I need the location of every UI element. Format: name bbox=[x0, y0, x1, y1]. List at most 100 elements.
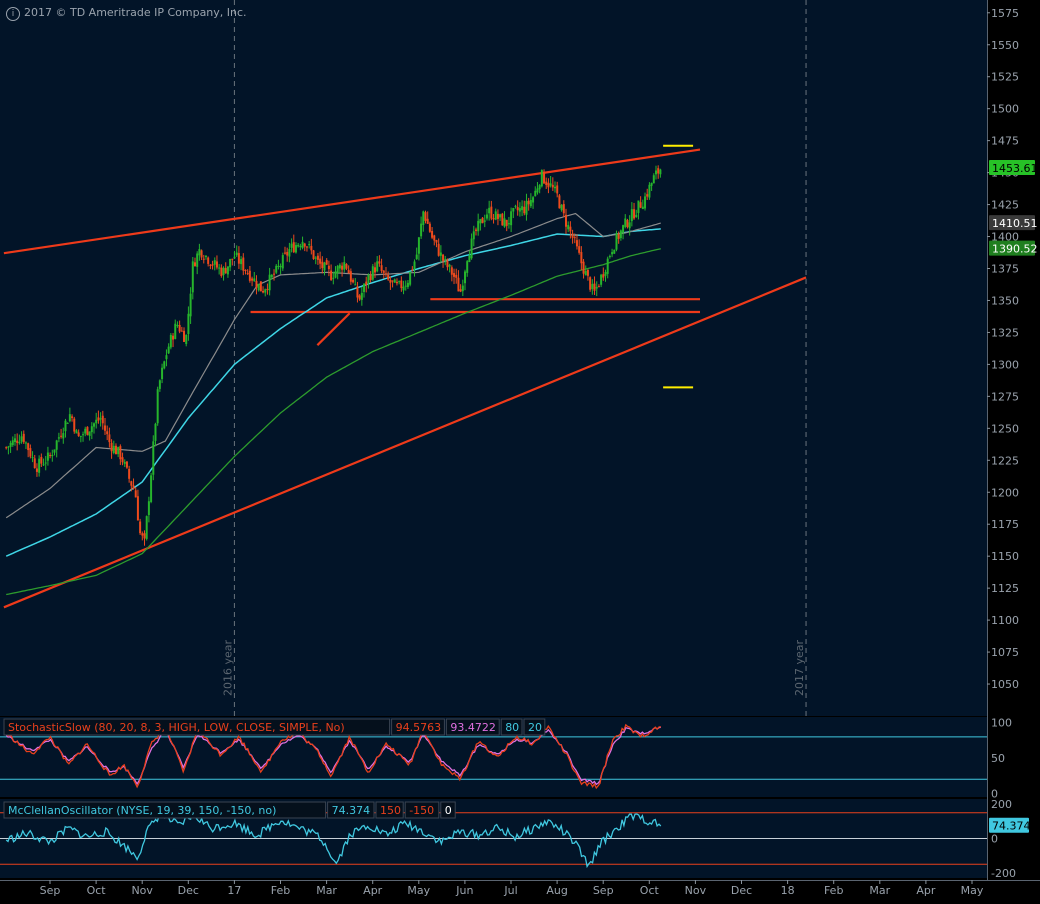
candle-down bbox=[433, 235, 436, 241]
candle-up bbox=[213, 260, 216, 265]
candle-up bbox=[483, 220, 486, 222]
candle-up bbox=[477, 220, 480, 232]
candle-up bbox=[301, 241, 304, 248]
candle-down bbox=[207, 257, 210, 264]
price-axis-label: 1200 bbox=[991, 486, 1019, 499]
candle-up bbox=[64, 420, 67, 432]
value-badge-bg bbox=[989, 240, 1035, 256]
candle-up bbox=[279, 265, 282, 268]
candle-down bbox=[437, 243, 440, 256]
candle-down bbox=[220, 267, 223, 276]
candle-up bbox=[393, 279, 396, 283]
candle-down bbox=[527, 200, 530, 205]
candle-down bbox=[387, 274, 390, 280]
candle-down bbox=[310, 245, 313, 251]
candle-up bbox=[165, 355, 168, 360]
candle-down bbox=[237, 253, 240, 264]
candle-up bbox=[93, 423, 96, 427]
candle-up bbox=[20, 436, 23, 442]
candle-up bbox=[549, 183, 552, 186]
candle-up bbox=[13, 438, 16, 443]
value-badge-label: 1453.61 bbox=[992, 162, 1038, 175]
candle-down bbox=[382, 270, 385, 273]
candle-up bbox=[591, 283, 594, 289]
candle-up bbox=[147, 501, 150, 515]
candle-down bbox=[564, 214, 567, 227]
candle-down bbox=[578, 246, 581, 253]
trendline bbox=[316, 312, 351, 346]
candle-down bbox=[101, 415, 104, 424]
time-axis-label: 17 bbox=[227, 884, 241, 897]
candle-up bbox=[44, 462, 47, 464]
candle-down bbox=[657, 168, 660, 174]
candle-up bbox=[371, 266, 374, 280]
legend-box bbox=[404, 801, 440, 819]
candle-up bbox=[240, 259, 243, 265]
candle-down bbox=[251, 278, 254, 281]
candle-up bbox=[308, 244, 311, 246]
candle-down bbox=[259, 281, 262, 292]
value-badge-label: 1390.52 bbox=[992, 243, 1038, 256]
candle-down bbox=[571, 233, 574, 238]
time-axis-label: Feb bbox=[824, 884, 843, 897]
candle-down bbox=[292, 242, 295, 253]
info-icon[interactable]: i bbox=[6, 7, 20, 21]
candle-down bbox=[231, 258, 234, 260]
candle-up bbox=[466, 261, 469, 273]
candle-down bbox=[597, 286, 600, 288]
candle-up bbox=[628, 222, 631, 229]
candle-down bbox=[266, 288, 269, 290]
time-axis-label: Nov bbox=[131, 884, 153, 897]
candle-up bbox=[525, 200, 528, 215]
candle-down bbox=[411, 269, 414, 271]
candle-up bbox=[468, 255, 471, 263]
candle-down bbox=[103, 425, 106, 431]
candle-down bbox=[215, 261, 218, 268]
candle-down bbox=[141, 533, 144, 536]
time-axis-label: Dec bbox=[731, 884, 752, 897]
candle-down bbox=[128, 468, 131, 479]
candle-up bbox=[196, 253, 199, 267]
candle-up bbox=[343, 262, 346, 270]
price-axis-label: 1075 bbox=[991, 646, 1019, 659]
price-axis-label: 1275 bbox=[991, 390, 1019, 403]
candle-down bbox=[496, 213, 499, 219]
candle-up bbox=[540, 170, 543, 187]
stochastic-legend: StochasticSlow (80, 20, 8, 3, HIGH, LOW,… bbox=[3, 718, 546, 736]
candle-down bbox=[316, 255, 319, 260]
candle-down bbox=[442, 254, 445, 261]
candle-up bbox=[521, 206, 524, 211]
candle-up bbox=[461, 285, 464, 292]
candle-down bbox=[626, 220, 629, 228]
price-axis-label: 1350 bbox=[991, 294, 1019, 307]
candle-up bbox=[294, 245, 297, 253]
candle-up bbox=[191, 261, 194, 293]
candle-up bbox=[174, 323, 177, 339]
candle-down bbox=[5, 447, 8, 449]
candle-up bbox=[619, 230, 622, 239]
candle-up bbox=[608, 256, 611, 258]
candle-down bbox=[132, 485, 135, 489]
candle-down bbox=[121, 457, 124, 463]
candle-down bbox=[27, 443, 30, 451]
candle-up bbox=[161, 367, 164, 380]
year-marker-label: 2017 year bbox=[793, 639, 806, 696]
candle-down bbox=[244, 269, 247, 272]
candle-up bbox=[448, 264, 451, 267]
candle-down bbox=[384, 273, 387, 275]
candle-down bbox=[352, 279, 355, 283]
candle-down bbox=[110, 442, 113, 452]
candle-up bbox=[554, 186, 557, 189]
legend-box bbox=[327, 801, 375, 819]
price-axis-label: 1550 bbox=[991, 39, 1019, 52]
candle-up bbox=[595, 286, 598, 289]
candle-down bbox=[395, 281, 398, 284]
candle-up bbox=[156, 389, 159, 424]
candle-down bbox=[327, 265, 330, 270]
candle-down bbox=[374, 267, 377, 273]
candle-down bbox=[369, 275, 372, 281]
value-badge: 74.374 bbox=[989, 817, 1031, 833]
candle-down bbox=[358, 295, 361, 300]
candle-up bbox=[46, 452, 49, 461]
candle-down bbox=[114, 445, 117, 455]
